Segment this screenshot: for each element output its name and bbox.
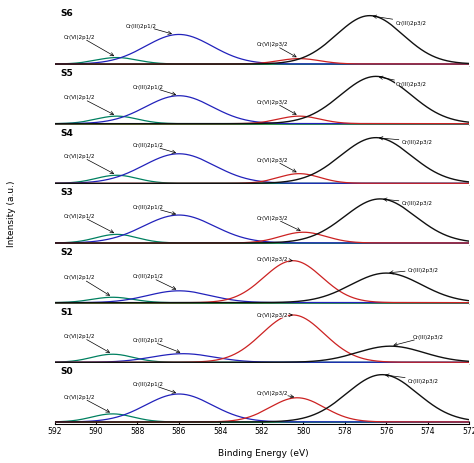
Text: Cr(III)2p1/2: Cr(III)2p1/2: [132, 381, 175, 394]
Text: Cr(III)2p1/2: Cr(III)2p1/2: [132, 274, 176, 290]
Text: Cr(III)2p1/2: Cr(III)2p1/2: [132, 84, 175, 96]
Text: Cr(III)2p3/2: Cr(III)2p3/2: [380, 138, 433, 144]
Text: Cr(III)2p3/2: Cr(III)2p3/2: [394, 334, 443, 346]
Text: Cr(III)2p1/2: Cr(III)2p1/2: [132, 338, 180, 353]
Text: Cr(VI)2p1/2: Cr(VI)2p1/2: [64, 95, 114, 115]
Text: Cr(VI)2p1/2: Cr(VI)2p1/2: [64, 333, 109, 353]
Text: S0: S0: [61, 367, 73, 375]
Text: Cr(VI)2p3/2: Cr(VI)2p3/2: [256, 215, 300, 231]
Text: Cr(III)2p3/2: Cr(III)2p3/2: [373, 16, 427, 25]
Text: Cr(VI)2p3/2: Cr(VI)2p3/2: [256, 257, 292, 263]
Text: Cr(VI)2p1/2: Cr(VI)2p1/2: [64, 394, 109, 413]
Text: Binding Energy (eV): Binding Energy (eV): [218, 449, 309, 457]
Text: Cr(III)2p3/2: Cr(III)2p3/2: [386, 374, 439, 383]
Text: Cr(VI)2p1/2: Cr(VI)2p1/2: [64, 213, 114, 233]
Text: Cr(VI)2p3/2: Cr(VI)2p3/2: [256, 390, 294, 398]
Text: Cr(VI)2p1/2: Cr(VI)2p1/2: [64, 275, 109, 296]
Text: S4: S4: [61, 128, 73, 138]
Text: Intensity (a.u.): Intensity (a.u.): [8, 180, 16, 246]
Text: Cr(VI)2p3/2: Cr(VI)2p3/2: [256, 157, 296, 173]
Text: Cr(III)2p3/2: Cr(III)2p3/2: [390, 267, 439, 275]
Text: Cr(VI)2p1/2: Cr(VI)2p1/2: [64, 34, 114, 56]
Text: Cr(III)2p3/2: Cr(III)2p3/2: [379, 77, 427, 87]
Text: Cr(III)2p1/2: Cr(III)2p1/2: [132, 143, 175, 154]
Text: S3: S3: [61, 188, 73, 197]
Text: S5: S5: [61, 69, 73, 78]
Text: Cr(VI)2p3/2: Cr(VI)2p3/2: [256, 42, 296, 58]
Text: Cr(III)2p1/2: Cr(III)2p1/2: [132, 205, 175, 215]
Text: Cr(III)2p1/2: Cr(III)2p1/2: [126, 24, 172, 35]
Text: Cr(III)2p3/2: Cr(III)2p3/2: [383, 199, 433, 206]
Text: S1: S1: [61, 307, 73, 316]
Text: S2: S2: [61, 247, 73, 257]
Text: Cr(VI)2p3/2: Cr(VI)2p3/2: [256, 100, 296, 115]
Text: S6: S6: [61, 9, 73, 19]
Text: Cr(VI)2p3/2: Cr(VI)2p3/2: [256, 313, 292, 318]
Text: Cr(VI)2p1/2: Cr(VI)2p1/2: [64, 154, 114, 174]
